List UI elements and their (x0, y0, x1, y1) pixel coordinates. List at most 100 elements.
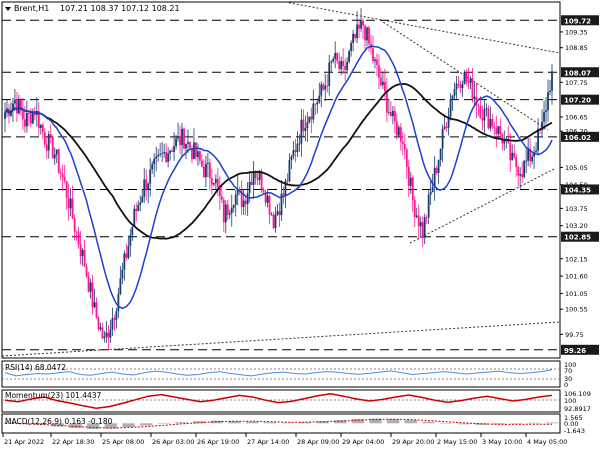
macd-bar (387, 419, 400, 424)
macd-bar (334, 420, 347, 424)
candle-body (459, 84, 462, 89)
candle-body (455, 83, 458, 90)
candle-body (461, 84, 464, 89)
price-level-badge (561, 344, 599, 355)
price-level-badge (561, 184, 599, 195)
candle-body (163, 152, 166, 154)
time-tick-label: 26 Apr 03:00 (152, 438, 194, 446)
candle-body (368, 27, 370, 44)
price-tick-label: 99.75 (565, 331, 584, 339)
chart-header: Brent,H1 107.21 108.37 107.12 108.21 (5, 4, 180, 13)
candle-body (403, 144, 406, 150)
candle-body (248, 181, 251, 193)
candle-body (431, 187, 434, 192)
candle-body (220, 196, 223, 200)
candle-body (157, 154, 160, 157)
candle-body (234, 194, 237, 205)
indicator-axis-label: 70 (564, 367, 572, 375)
candle-body (266, 195, 269, 203)
candle-body (222, 199, 225, 223)
candle-body (212, 182, 215, 185)
candle-body (195, 142, 197, 158)
candle-body (298, 143, 301, 145)
candle-body (354, 33, 356, 39)
momentum-panel-border (1, 389, 561, 413)
candle-body (471, 78, 474, 99)
macd-bar (510, 423, 523, 424)
candle-body (374, 59, 376, 62)
candle-body (59, 172, 62, 174)
candle-body (479, 105, 482, 119)
candle-body (497, 126, 500, 134)
candle-body (49, 134, 52, 137)
candle-body (356, 24, 358, 39)
indicator-axis-label: 0.00 (564, 420, 578, 428)
candle-body (523, 160, 526, 178)
candle-body (340, 61, 343, 70)
candle-body (37, 110, 40, 128)
indicator-axis-label: 0 (564, 381, 568, 389)
candle-body (427, 194, 430, 218)
candle-body (312, 103, 315, 120)
candle-body (206, 162, 209, 164)
candle-body (326, 85, 329, 87)
candle-body (181, 128, 183, 146)
candle-body (159, 154, 162, 155)
indicator-axis-label: 106.109 (564, 390, 591, 398)
candle-body (230, 207, 233, 214)
candle-body (210, 177, 213, 185)
candle-body (352, 33, 354, 43)
candle-body (306, 122, 309, 129)
candle-body (391, 110, 394, 117)
candle-body (316, 102, 319, 105)
time-tick-label: 21 Apr 2022 (4, 438, 44, 446)
candle-body (384, 81, 386, 92)
candle-body (45, 144, 48, 151)
candle-body (228, 213, 231, 215)
time-tick-label: 29 Apr 04:00 (342, 438, 384, 446)
candle-body (521, 174, 524, 178)
candle-body (236, 189, 239, 195)
candle-body (332, 58, 335, 62)
price-tick-label: 106.65 (565, 113, 588, 121)
candle-body (254, 172, 257, 179)
candle-body (25, 112, 28, 127)
candle-body (270, 214, 273, 216)
sma-slow-line (4, 83, 553, 240)
candle-body (519, 174, 522, 176)
candle-body (137, 204, 140, 212)
symbol-dropdown-icon[interactable] (5, 7, 11, 11)
candle-body (300, 119, 303, 144)
candle-body (549, 90, 551, 93)
candle-body (429, 191, 432, 195)
candle-body (419, 222, 422, 227)
upper-trendline (284, 1, 561, 54)
macd-bar (351, 419, 365, 424)
candle-body (179, 136, 181, 146)
macd-bar (298, 422, 312, 424)
macd-bar (457, 423, 470, 425)
candle-body (63, 177, 66, 181)
price-tick-label: 103.20 (565, 222, 588, 230)
candle-body (358, 24, 360, 29)
candle-body (203, 166, 205, 178)
candle-body (73, 218, 76, 232)
candle-body (473, 96, 476, 99)
candle-body (77, 232, 80, 245)
candle-body (183, 128, 185, 149)
candle-body (503, 139, 506, 144)
candle-body (425, 217, 428, 219)
candle-body (81, 249, 84, 257)
price-level-badge (561, 231, 599, 242)
candle-body (89, 282, 92, 292)
candle-body (330, 61, 333, 63)
candle-body (387, 112, 390, 113)
candle-body (139, 202, 142, 205)
price-level-badge (561, 131, 599, 142)
candle-body (55, 149, 58, 155)
